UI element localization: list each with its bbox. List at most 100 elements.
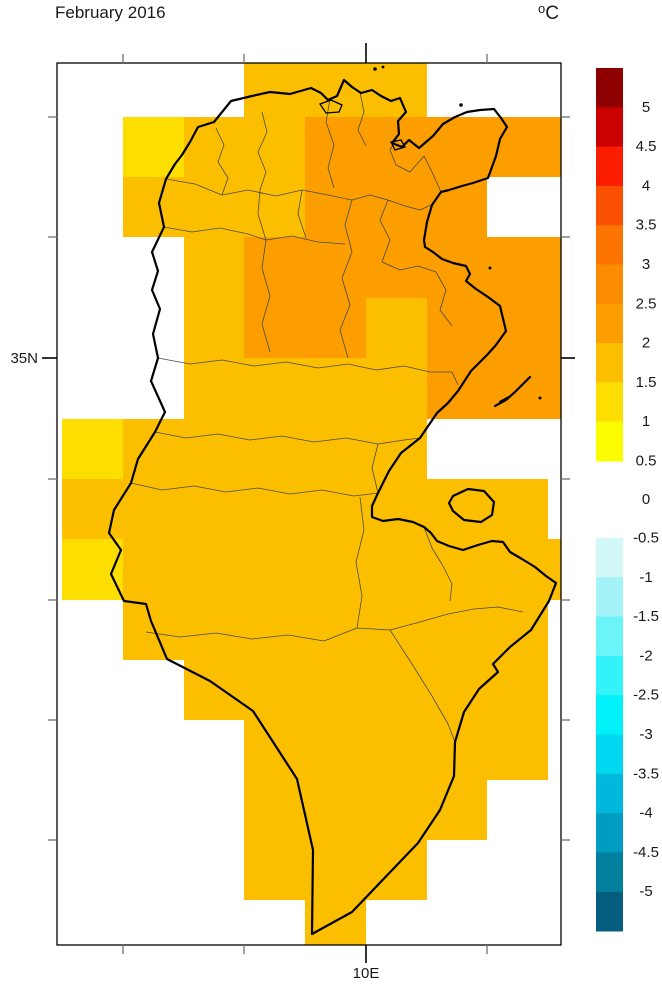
- grid-cell: [427, 780, 487, 840]
- grid-cell: [427, 720, 487, 780]
- grid-cell: [244, 177, 305, 237]
- grid-cell: [244, 419, 305, 479]
- grid-cell: [244, 840, 305, 900]
- colorbar-tick-label: -4: [639, 805, 652, 822]
- grid-cell: [427, 177, 487, 237]
- grid-cell: [487, 720, 548, 780]
- grid-cell: [305, 177, 366, 237]
- grid-cell: [244, 720, 305, 780]
- grid-cell: [366, 358, 427, 419]
- colorbar-tick-label: -3.5: [633, 765, 659, 782]
- colorbar-tick-label: 4: [642, 177, 650, 194]
- grid-cell: [305, 419, 366, 479]
- colorbar-segment-positive: [596, 421, 623, 462]
- figure-title: February 2016: [55, 3, 166, 22]
- grid-cell: [487, 237, 548, 298]
- grid-cell: [305, 479, 366, 539]
- map-frame: [56, 62, 562, 946]
- colorbar-tick-label: 2: [642, 335, 650, 352]
- grid-cell: [366, 600, 427, 660]
- colorbar-segment-negative: [596, 616, 623, 657]
- colorbar-tick-label: 1: [642, 413, 650, 430]
- grid-cell: [366, 539, 427, 600]
- grid-cell: [123, 177, 184, 237]
- lake-outlines: [319, 99, 406, 151]
- grid-cell: [305, 660, 366, 720]
- grid-cell: [184, 479, 244, 539]
- grid-cell: [123, 117, 184, 177]
- grid-cell: [366, 63, 427, 117]
- colorbar-segment-positive: [596, 146, 623, 187]
- colorbar-tick-label: -1.5: [633, 608, 659, 625]
- grid-cell: [184, 177, 244, 237]
- colorbar-tick-label: 3: [642, 256, 650, 273]
- grid-cell: [427, 117, 487, 177]
- colorbar-tick-label: -4.5: [633, 844, 659, 861]
- small-islands: [373, 65, 542, 400]
- grid-cell: [427, 358, 487, 419]
- grid-cell: [366, 298, 427, 358]
- colorbar-segment-positive: [596, 343, 623, 383]
- grid-cell: [548, 117, 561, 177]
- colorbar-zero-label: 0: [642, 491, 650, 508]
- grid-cell: [184, 298, 244, 358]
- lon-axis-label: 10E: [353, 965, 380, 982]
- grid-cell: [548, 539, 561, 600]
- grid-cells-layer: [62, 63, 561, 945]
- grid-cell: [487, 479, 548, 539]
- colorbar-tick-label: 4.5: [636, 138, 657, 155]
- grid-cell: [427, 600, 487, 660]
- colorbar-segment-positive: [596, 225, 623, 265]
- colorbar-tick-label: -2: [639, 647, 652, 664]
- colorbar-tick-label: 2.5: [636, 295, 657, 312]
- colorbar-segment-positive: [596, 264, 623, 305]
- colorbar-segment-negative: [596, 577, 623, 618]
- grid-cell: [244, 298, 305, 358]
- colorbar-segment-negative: [596, 852, 623, 893]
- colorbar-segment-positive: [596, 382, 623, 423]
- grid-cell: [184, 237, 244, 298]
- units-letter: C: [545, 3, 559, 24]
- grid-cell: [184, 117, 244, 177]
- grid-cell: [244, 600, 305, 660]
- grid-cell: [184, 660, 244, 720]
- colorbar-tick-label: 0.5: [636, 453, 657, 470]
- colorbar-tick-label: 3.5: [636, 217, 657, 234]
- colorbar-tick-label: 5: [642, 99, 650, 116]
- grid-cell: [548, 358, 561, 419]
- axis-ticks: [42, 43, 575, 963]
- governorate-boundaries: [130, 91, 524, 743]
- grid-cell: [366, 479, 427, 539]
- grid-cell: [244, 358, 305, 419]
- colorbar-segment-negative: [596, 891, 623, 932]
- colorbar-segment-negative: [596, 695, 623, 735]
- grid-cell: [305, 237, 366, 298]
- grid-cell: [244, 63, 305, 117]
- grid-cell: [487, 117, 548, 177]
- grid-cell: [184, 600, 244, 660]
- grid-cell: [366, 660, 427, 720]
- colorbar-tick-label: -3: [639, 726, 652, 743]
- grid-cell: [244, 117, 305, 177]
- grid-cell: [244, 660, 305, 720]
- grid-cell: [305, 358, 366, 419]
- colorbar-segment-negative: [596, 655, 623, 696]
- grid-cell: [62, 419, 123, 479]
- grid-cell: [366, 177, 427, 237]
- colorbar-segment-positive: [596, 107, 623, 148]
- grid-cell: [62, 479, 123, 539]
- grid-cell: [244, 780, 305, 840]
- grid-cell: [305, 117, 366, 177]
- colorbar: 5 4.5 4 3.5 3 2.5 2 1.5 1 0.5 0 -0.5 -1 -1.5 -2 -2.5 -3 -…: [596, 68, 659, 932]
- grid-cell: [366, 720, 427, 780]
- grid-cell: [366, 780, 427, 840]
- colorbar-segment-negative: [596, 813, 623, 853]
- colorbar-tick-label: 1.5: [636, 374, 657, 391]
- grid-cell: [244, 237, 305, 298]
- grid-cell: [366, 840, 427, 900]
- grid-cell: [427, 660, 487, 720]
- grid-cell: [184, 539, 244, 600]
- grid-cell: [366, 237, 427, 298]
- colorbar-segment-negative: [596, 734, 623, 775]
